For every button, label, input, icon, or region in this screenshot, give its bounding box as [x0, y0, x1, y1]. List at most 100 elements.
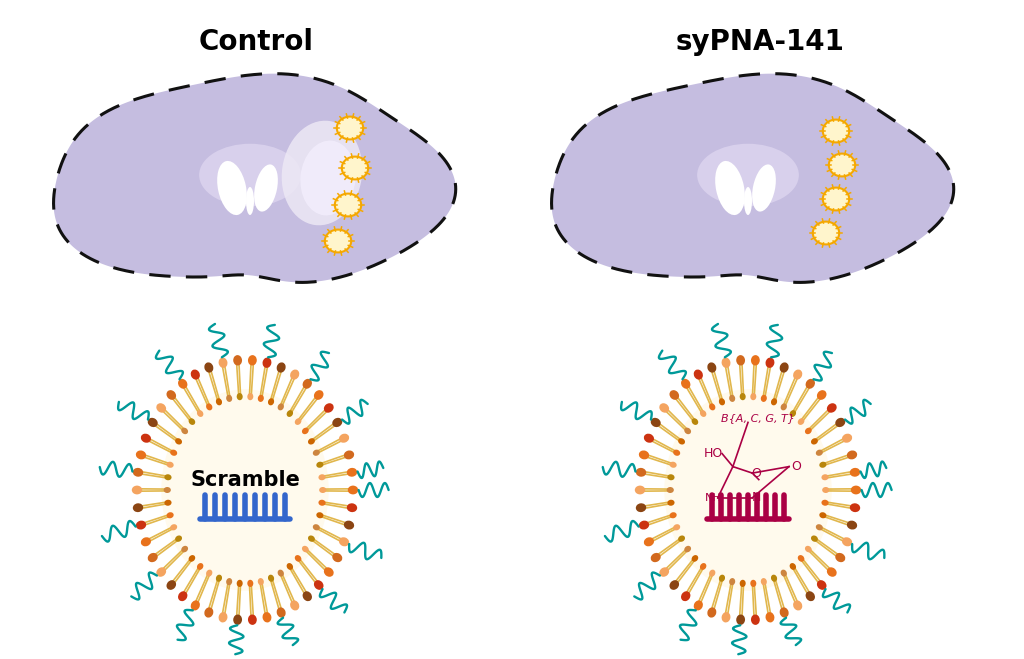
Ellipse shape: [709, 569, 716, 577]
Ellipse shape: [314, 390, 324, 400]
Ellipse shape: [287, 563, 293, 570]
Text: syPNA-141: syPNA-141: [676, 28, 845, 56]
Ellipse shape: [798, 418, 805, 425]
Ellipse shape: [233, 355, 242, 366]
Ellipse shape: [806, 379, 815, 389]
Ellipse shape: [819, 512, 826, 518]
Ellipse shape: [673, 524, 680, 530]
Ellipse shape: [170, 524, 177, 530]
Ellipse shape: [668, 474, 675, 480]
Ellipse shape: [318, 474, 326, 480]
Ellipse shape: [216, 398, 222, 405]
Ellipse shape: [805, 546, 812, 552]
Ellipse shape: [324, 403, 334, 413]
Ellipse shape: [226, 395, 232, 402]
Ellipse shape: [693, 600, 702, 610]
Ellipse shape: [739, 393, 745, 400]
Ellipse shape: [842, 434, 852, 443]
Ellipse shape: [670, 580, 679, 590]
Ellipse shape: [673, 449, 680, 456]
Text: N: N: [752, 492, 761, 504]
Ellipse shape: [175, 536, 182, 542]
Ellipse shape: [167, 580, 176, 590]
Ellipse shape: [206, 569, 212, 577]
Ellipse shape: [188, 555, 196, 561]
Ellipse shape: [312, 449, 319, 456]
Ellipse shape: [347, 468, 357, 476]
Ellipse shape: [719, 575, 725, 582]
Ellipse shape: [736, 355, 745, 366]
Ellipse shape: [678, 438, 685, 445]
Ellipse shape: [278, 569, 284, 577]
Ellipse shape: [805, 428, 812, 434]
Ellipse shape: [751, 580, 757, 587]
Ellipse shape: [162, 389, 329, 590]
Ellipse shape: [216, 575, 222, 582]
Ellipse shape: [691, 555, 698, 561]
Polygon shape: [552, 74, 953, 283]
Ellipse shape: [639, 451, 649, 459]
Ellipse shape: [850, 503, 860, 512]
Ellipse shape: [828, 154, 855, 177]
Ellipse shape: [197, 410, 204, 417]
Ellipse shape: [780, 403, 786, 411]
Ellipse shape: [715, 161, 744, 215]
Ellipse shape: [753, 164, 776, 212]
Ellipse shape: [339, 434, 349, 443]
Ellipse shape: [816, 524, 823, 530]
Ellipse shape: [744, 187, 752, 215]
Ellipse shape: [318, 500, 326, 505]
Ellipse shape: [644, 434, 654, 443]
Ellipse shape: [823, 119, 849, 142]
Ellipse shape: [339, 537, 349, 546]
Ellipse shape: [751, 355, 760, 366]
Ellipse shape: [157, 567, 166, 577]
Ellipse shape: [258, 578, 264, 585]
Text: Control: Control: [199, 28, 313, 56]
Ellipse shape: [697, 144, 799, 206]
Ellipse shape: [175, 438, 182, 445]
Ellipse shape: [822, 487, 829, 493]
Ellipse shape: [700, 410, 707, 417]
Ellipse shape: [248, 355, 257, 366]
Ellipse shape: [300, 140, 355, 215]
Ellipse shape: [722, 358, 730, 368]
Ellipse shape: [347, 503, 357, 512]
Ellipse shape: [766, 612, 774, 623]
Ellipse shape: [729, 395, 735, 402]
Ellipse shape: [181, 546, 188, 552]
Ellipse shape: [811, 536, 818, 542]
Ellipse shape: [337, 117, 364, 140]
Ellipse shape: [693, 370, 702, 380]
Ellipse shape: [709, 403, 716, 411]
Ellipse shape: [170, 449, 177, 456]
Text: B{A, C, G, T}: B{A, C, G, T}: [721, 413, 795, 424]
Ellipse shape: [816, 449, 823, 456]
Ellipse shape: [197, 563, 204, 570]
Ellipse shape: [308, 438, 315, 445]
Ellipse shape: [670, 512, 677, 518]
Ellipse shape: [141, 537, 151, 546]
Ellipse shape: [659, 403, 669, 413]
Ellipse shape: [308, 536, 315, 542]
Ellipse shape: [303, 591, 312, 601]
Text: Scramble: Scramble: [190, 470, 300, 490]
Ellipse shape: [771, 398, 777, 405]
Ellipse shape: [826, 567, 837, 577]
Ellipse shape: [136, 521, 146, 530]
Ellipse shape: [303, 379, 312, 389]
Ellipse shape: [278, 403, 284, 411]
Ellipse shape: [722, 612, 730, 623]
Ellipse shape: [165, 474, 172, 480]
Ellipse shape: [729, 578, 735, 585]
Ellipse shape: [708, 362, 717, 372]
Ellipse shape: [276, 362, 286, 372]
Ellipse shape: [133, 503, 143, 512]
Ellipse shape: [678, 536, 685, 542]
Ellipse shape: [302, 546, 308, 552]
Ellipse shape: [218, 358, 227, 368]
Ellipse shape: [779, 608, 788, 617]
Ellipse shape: [644, 537, 654, 546]
Ellipse shape: [761, 578, 767, 585]
Ellipse shape: [237, 393, 243, 400]
